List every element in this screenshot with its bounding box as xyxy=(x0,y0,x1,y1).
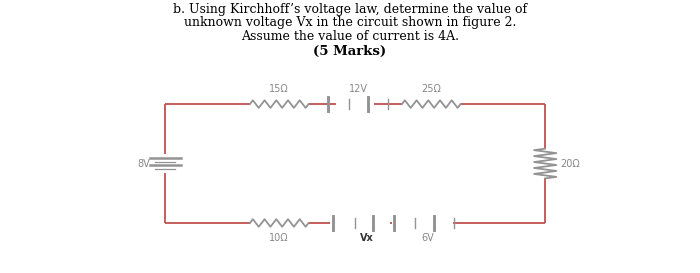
Text: 8V: 8V xyxy=(137,159,150,168)
Text: Vx: Vx xyxy=(360,233,373,243)
Text: 6V: 6V xyxy=(421,233,434,243)
Text: 20Ω: 20Ω xyxy=(561,159,580,168)
Text: unknown voltage Vx in the circuit shown in figure 2.: unknown voltage Vx in the circuit shown … xyxy=(184,16,516,29)
Text: 10Ω: 10Ω xyxy=(270,233,289,243)
Text: Assume the value of current is 4A.: Assume the value of current is 4A. xyxy=(241,30,459,43)
Text: 25Ω: 25Ω xyxy=(421,84,441,94)
Text: b. Using Kirchhoff’s voltage law, determine the value of: b. Using Kirchhoff’s voltage law, determ… xyxy=(173,3,527,16)
Text: (5 Marks): (5 Marks) xyxy=(314,44,386,58)
Text: 15Ω: 15Ω xyxy=(270,84,289,94)
Text: 12V: 12V xyxy=(349,84,368,94)
